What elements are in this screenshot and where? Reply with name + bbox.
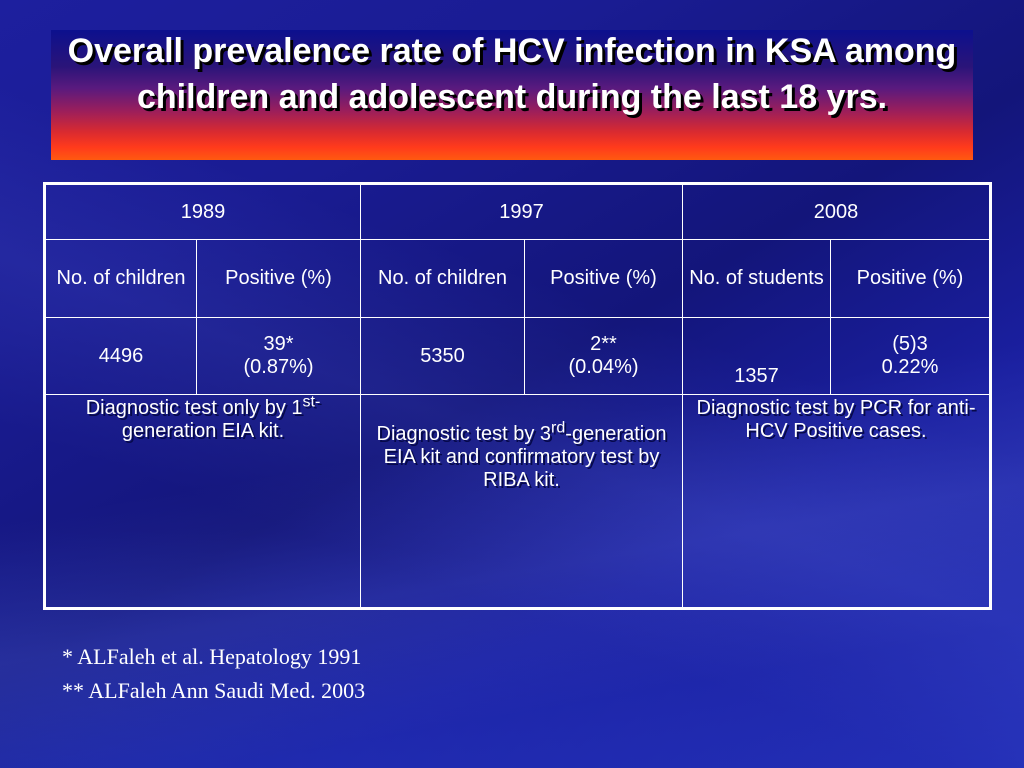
value-line: 5350: [420, 344, 465, 367]
value-percent: 0.22%: [881, 356, 939, 378]
description-1989: Diagnostic test only by 1st-generation E…: [44, 393, 361, 609]
description-text: Diagnostic test by 3: [376, 423, 552, 445]
value-count: (5)3: [892, 333, 928, 355]
value-percent: (0.87%): [243, 356, 314, 378]
description-2008: Diagnostic test by PCR for anti- HCV Pos…: [682, 394, 991, 609]
header-no-of-children-1997: No. of children: [360, 239, 525, 318]
value-count: 39*: [263, 333, 294, 355]
value-count: 2**: [590, 333, 617, 355]
ordinal-suffix: st-: [302, 393, 321, 411]
year-1997: 1997: [360, 183, 683, 240]
header-positive-1997: Positive (%): [524, 239, 683, 318]
value-line: 4496: [98, 344, 144, 367]
slide-title: Overall prevalence rate of HCV infection…: [67, 32, 957, 116]
description-text: Diagnostic test only by 1: [85, 397, 303, 419]
header-positive-2008: Positive (%): [830, 239, 991, 318]
description-text: generation EIA kit.: [121, 420, 285, 442]
value-children-1997: 5350: [360, 317, 525, 395]
value-line: 1357: [734, 365, 779, 387]
footnote-2: ** ALFaleh Ann Saudi Med. 2003: [62, 678, 366, 703]
description-1997: Diagnostic test by 3rd-generation EIA ki…: [360, 394, 683, 609]
table-row-values: 4496 39* (0.87%) 5350 2** (0.04%) 1357 (…: [44, 317, 991, 395]
title-bar: [51, 30, 973, 160]
ordinal-suffix: rd: [551, 419, 566, 437]
description-text: -generation EIA kit and confirmatory tes…: [383, 423, 667, 491]
header-positive-1989: Positive (%): [196, 239, 361, 318]
prevalence-table: 1989 1997 2008 No. of children Positive …: [43, 182, 992, 610]
value-percent: (0.04%): [568, 356, 639, 378]
year-2008: 2008: [682, 183, 991, 240]
table-row-years: 1989 1997 2008: [44, 183, 991, 240]
value-positive-1997: 2** (0.04%): [524, 317, 683, 395]
value-children-1989: 4496: [44, 317, 197, 395]
table-row-descriptions: Diagnostic test only by 1st-generation E…: [44, 393, 991, 609]
year-1989: 1989: [44, 183, 361, 240]
footnotes: * ALFaleh et al. Hepatology 1991 ** ALFa…: [62, 640, 365, 708]
header-no-of-children-1989: No. of children: [44, 239, 197, 318]
value-positive-2008: (5)3 0.22%: [830, 317, 991, 395]
header-no-of-students-2008: No. of students: [682, 239, 831, 318]
value-positive-1989: 39* (0.87%): [196, 317, 361, 395]
table-row-headers: No. of children Positive (%) No. of chil…: [44, 239, 991, 318]
footnote-1: * ALFaleh et al. Hepatology 1991: [62, 644, 362, 669]
value-students-2008: 1357: [682, 317, 831, 395]
